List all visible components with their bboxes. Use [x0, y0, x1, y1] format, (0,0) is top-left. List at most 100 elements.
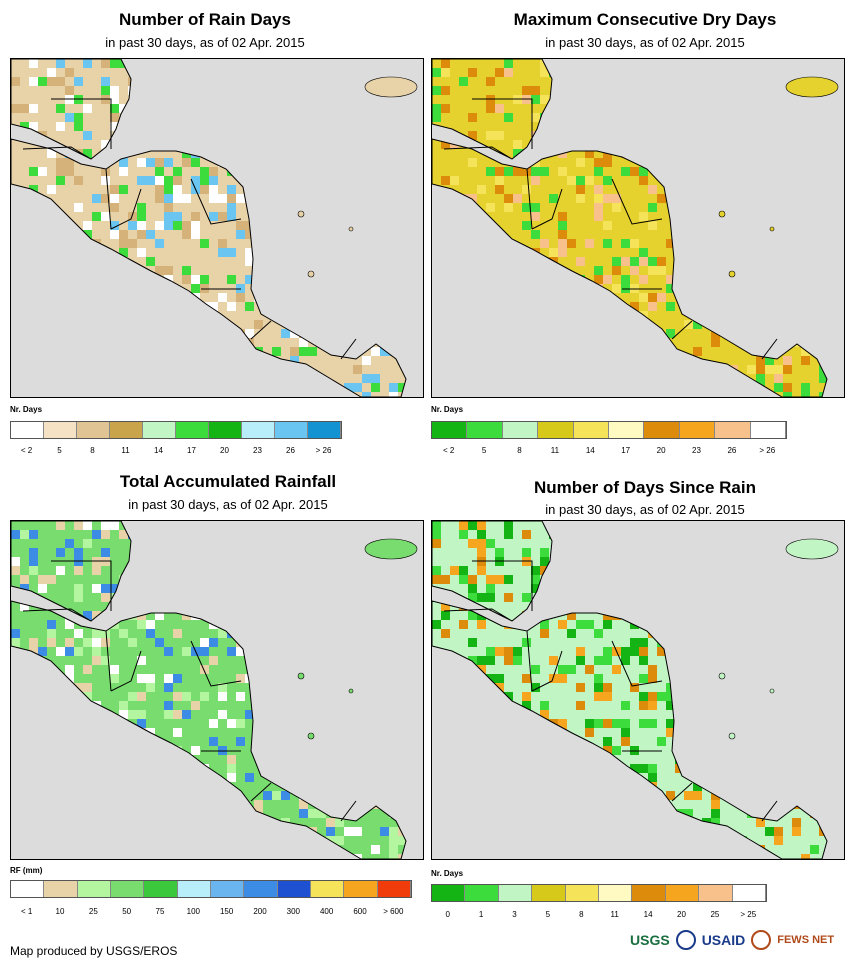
usaid-seal-icon [675, 930, 696, 950]
island [785, 76, 839, 98]
legend-swatch [532, 885, 566, 901]
island [785, 538, 839, 560]
island [769, 226, 775, 232]
map-rain-days[interactable] [10, 58, 424, 398]
legend-swatch [377, 881, 411, 897]
land-area [432, 521, 827, 859]
legend-tick-label: 26 [727, 446, 737, 455]
map-canvas [432, 59, 839, 397]
island [769, 688, 775, 694]
panel-title: Maximum Consecutive Dry Days [513, 10, 777, 29]
legend-tick-label: 23 [253, 446, 262, 455]
country-borders [11, 521, 407, 859]
legend-tick-label: 1 [478, 910, 484, 919]
legend-tick-label: 8 [90, 446, 95, 455]
legend-tick-label: 14 [643, 910, 653, 919]
usgs-logo[interactable]: USGS [630, 932, 670, 948]
country-borders [432, 59, 828, 397]
legend-swatch [498, 885, 533, 901]
legend-swatch [110, 881, 145, 897]
legend-swatch [143, 422, 176, 438]
legend-swatch [750, 422, 786, 438]
legend-swatch [176, 422, 209, 438]
island [307, 732, 315, 740]
legend-label: Nr. Days [431, 405, 464, 414]
fewsnet-logo[interactable]: FEWS NET [777, 934, 835, 946]
usaid-logo[interactable]: USAID [701, 932, 746, 948]
legend-tick-label: > 25 [740, 910, 757, 919]
country-borders [432, 521, 828, 859]
legend-tick-label: 20 [220, 446, 229, 455]
legend-tick-label: 10 [55, 907, 65, 916]
legend-tick-label: 600 [353, 907, 367, 916]
legend-tick-label: > 26 [759, 446, 776, 455]
legend-swatch [732, 885, 766, 901]
island [348, 226, 354, 232]
legend-swatch [77, 881, 111, 897]
legend-tick-label: 5 [545, 910, 551, 919]
legend-tick-label: 11 [610, 910, 619, 919]
legend-swatch [665, 885, 700, 901]
panel-rain-days: Number of Rain Days in past 30 days, as … [0, 0, 424, 460]
legend-bar [431, 884, 767, 902]
panel-subtitle: in past 30 days, as of 02 Apr. 2015 [545, 35, 745, 50]
legend-tick-label: < 2 [443, 446, 455, 455]
legend-tick-label: 3 [512, 910, 517, 919]
legend-tick-label: 25 [88, 907, 98, 916]
legend-swatch [573, 422, 609, 438]
logo-row: USGS USAID FEWS NET [630, 930, 834, 950]
legend-swatch [344, 881, 378, 897]
legend-swatch [308, 422, 341, 438]
panel-days-since-rain: Number of Days Since Rain in past 30 day… [420, 462, 845, 922]
legend-tick-label: 25 [710, 910, 720, 919]
legend-tick-label: 8 [579, 910, 584, 919]
legend-swatch [608, 422, 645, 438]
land-area [11, 59, 406, 397]
legend-tick-label: 11 [121, 446, 130, 455]
legend-swatch [44, 881, 78, 897]
legend-ticks: < 2 5 8 11 14 17 20 23 26 > 26 [10, 446, 340, 458]
panel-subtitle: in past 30 days, as of 02 Apr. 2015 [105, 35, 305, 50]
legend-tick-label: > 600 [383, 907, 404, 916]
legend-tick-label: < 2 [20, 446, 33, 455]
legend-swatch [632, 885, 666, 901]
map-rainfall[interactable] [10, 520, 424, 860]
land-area [432, 59, 827, 397]
legend-swatch [244, 881, 278, 897]
legend-tick-label: 75 [155, 907, 165, 916]
panel-title: Number of Days Since Rain [533, 478, 756, 497]
legend-tick-label: 300 [286, 907, 301, 916]
legend-swatch [11, 881, 45, 897]
island [297, 210, 305, 218]
legend-tick-label: 200 [253, 907, 267, 916]
country-borders [11, 59, 407, 397]
map-days-since-rain[interactable] [431, 520, 845, 860]
legend-tick-label: 17 [187, 446, 196, 455]
legend-swatch [565, 885, 599, 901]
legend-swatch [144, 881, 178, 897]
legend-tick-label: > 26 [315, 446, 332, 455]
legend-swatch [715, 422, 751, 438]
panel-rainfall: Total Accumulated Rainfall in past 30 da… [0, 462, 424, 922]
island [718, 210, 726, 218]
legend-tick-label: < 1 [20, 907, 33, 916]
credit-text: Map produced by USGS/EROS [10, 944, 178, 958]
legend-tick-label: 150 [219, 907, 234, 916]
legend-tick-label: 100 [186, 907, 201, 916]
legend-swatch [432, 422, 468, 438]
legend-tick-label: 11 [550, 446, 560, 455]
panel-subtitle: in past 30 days, as of 02 Apr. 2015 [128, 497, 328, 512]
legend-tick-label: 8 [517, 446, 522, 455]
legend-swatch [465, 885, 499, 901]
legend-swatch [644, 422, 680, 438]
fewsnet-globe-icon [751, 930, 772, 950]
legend-swatch [210, 881, 245, 897]
legend-ticks: < 2 5 8 11 14 17 20 23 26 > 26 [431, 446, 785, 458]
legend-tick-label: 26 [286, 446, 295, 455]
legend-tick-label: 5 [57, 446, 62, 455]
map-dry-days[interactable] [431, 58, 845, 398]
legend-label: RF (mm) [10, 866, 43, 875]
legend-swatch [467, 422, 503, 438]
legend-tick-label: 400 [319, 907, 334, 916]
legend-swatch [44, 422, 77, 438]
